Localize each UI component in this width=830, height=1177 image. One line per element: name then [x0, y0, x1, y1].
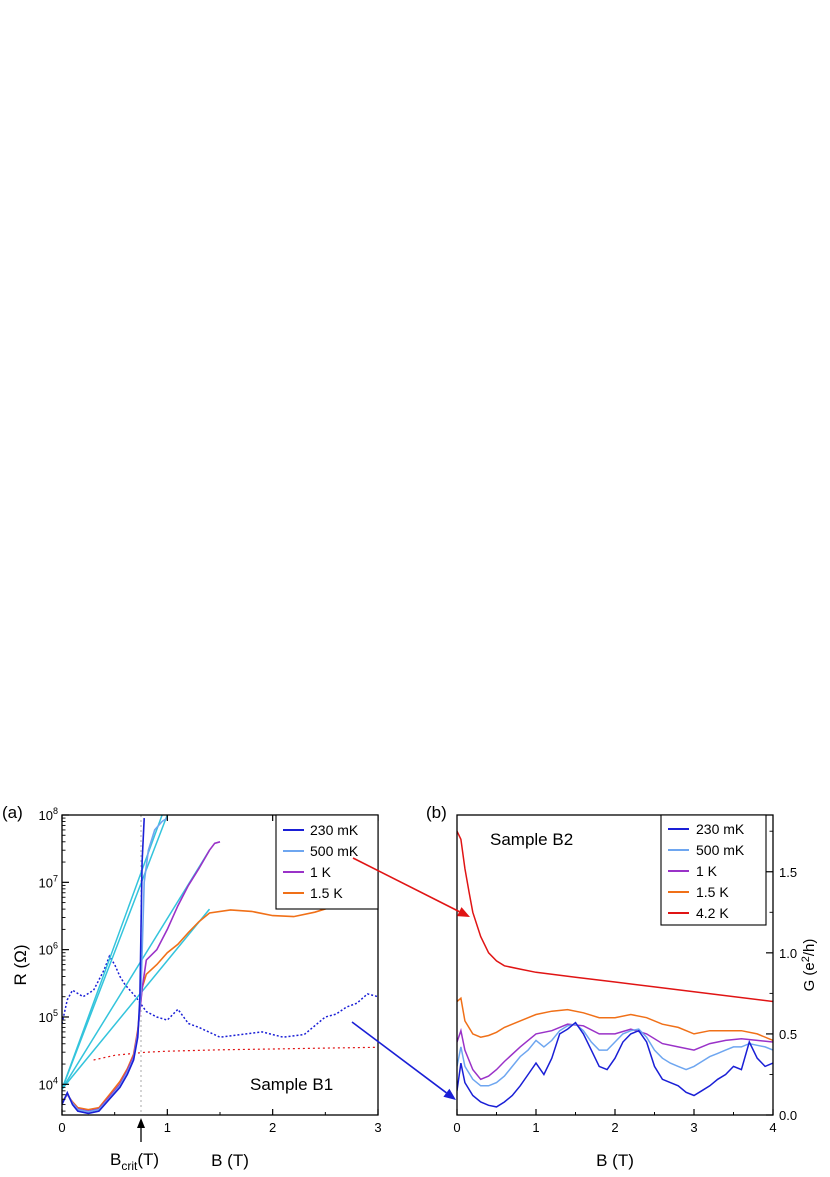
panel-b-series [457, 830, 773, 1108]
legend-entry: 1 K [310, 864, 332, 880]
y-tick-label: 105 [39, 1008, 58, 1025]
x-tick-label: 1 [532, 1120, 539, 1135]
panel-b-label: (b) [426, 803, 447, 822]
series-line-1-k [457, 1023, 773, 1081]
panel-b-y-axis: 0.0 0.5 1.0 1.5 [766, 830, 797, 1123]
x-tick-label: 2 [269, 1120, 276, 1135]
panel-b: (b) 0 1 2 3 4 0.0 0.5 1.0 1.5 G (e2/h) B (T) Sa… [426, 803, 818, 1170]
series-line-500-mk [62, 817, 168, 1113]
dotted-curve-0 [62, 954, 378, 1038]
panel-b-x-label: B (T) [596, 1151, 634, 1170]
up-arrow-icon [137, 1118, 145, 1128]
fit-line-0 [62, 815, 163, 1090]
panel-a: (a) 0 1 2 3 104 105 106 107 108 R (Ω) B (T) Sam… [2, 803, 382, 1173]
bcrit-marker: Bcrit(T) [110, 1118, 159, 1173]
panel-a-fit-lines [62, 815, 211, 1090]
panel-b-sample-label: Sample B2 [490, 830, 573, 849]
x-tick-label: 3 [690, 1120, 697, 1135]
legend-entry: 1.5 K [310, 885, 343, 901]
fit-line-3 [62, 908, 211, 1090]
red-arrow-head-icon [457, 907, 470, 917]
y-tick-label: 1.0 [779, 946, 797, 961]
y-tick-label: 1.5 [779, 865, 797, 880]
series-line-230-mk [62, 818, 145, 1115]
y-tick-label: 108 [39, 806, 58, 823]
y-tick-label: 104 [39, 1075, 58, 1092]
x-tick-label: 2 [611, 1120, 618, 1135]
panel-b-legend: 230 mK 500 mK 1 K 1.5 K 4.2 K [660, 814, 767, 926]
legend-entry: 4.2 K [696, 905, 729, 921]
legend-entry: 500 mK [310, 843, 359, 859]
x-tick-label: 4 [769, 1120, 776, 1135]
legend-entry: 1.5 K [696, 884, 729, 900]
legend-entry: 230 mK [310, 822, 359, 838]
panel-b-y-label: G (e2/h) [800, 939, 818, 992]
connector-arrows [351, 857, 470, 1100]
series-line-230-mk [457, 1021, 773, 1108]
legend-entry: 230 mK [696, 821, 745, 837]
series-line-500-mk [457, 1023, 773, 1087]
y-tick-label: 0.5 [779, 1027, 797, 1042]
panel-a-dotted-curves [62, 954, 378, 1061]
x-tick-label: 0 [58, 1120, 65, 1135]
x-tick-label: 3 [374, 1120, 381, 1135]
blue-arrow-head-icon [443, 1088, 456, 1100]
x-tick-label: 1 [164, 1120, 171, 1135]
legend-entry: 500 mK [696, 842, 745, 858]
x-tick-label: 0 [453, 1120, 460, 1135]
panel-a-sample-label: Sample B1 [250, 1075, 333, 1094]
red-connector-line [352, 857, 460, 913]
panel-a-x-label: B (T) [211, 1151, 249, 1170]
panel-b-x-axis: 0 1 2 3 4 [453, 1109, 777, 1135]
fit-line-1 [62, 815, 169, 1090]
y-tick-label: 0.0 [779, 1108, 797, 1123]
y-tick-label: 107 [39, 873, 58, 890]
series-line-1-5-k [457, 996, 773, 1042]
series-line-1-5-k [62, 904, 337, 1111]
panel-a-y-axis: 104 105 106 107 108 [39, 806, 69, 1112]
panel-a-label: (a) [2, 803, 23, 822]
blue-connector-line [351, 1021, 447, 1094]
bcrit-label: Bcrit(T) [110, 1150, 159, 1173]
y-tick-label: 106 [39, 941, 58, 958]
series-line-4-2-k [457, 830, 773, 1003]
panel-a-y-label: R (Ω) [11, 944, 30, 985]
legend-entry: 1 K [696, 863, 718, 879]
panel-a-series [62, 817, 337, 1115]
fit-line-2 [62, 849, 211, 1090]
